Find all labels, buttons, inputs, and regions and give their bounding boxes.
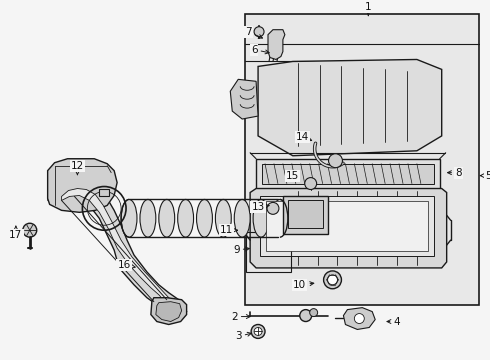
Circle shape — [267, 202, 279, 214]
Polygon shape — [62, 189, 179, 312]
Ellipse shape — [196, 199, 213, 237]
Text: 12: 12 — [71, 161, 84, 175]
Polygon shape — [48, 184, 187, 318]
Polygon shape — [258, 59, 441, 156]
Text: 17: 17 — [9, 226, 23, 240]
Bar — [288, 201, 322, 228]
Ellipse shape — [272, 199, 288, 237]
Polygon shape — [156, 302, 182, 321]
Bar — [99, 189, 109, 197]
Text: 13: 13 — [251, 202, 269, 212]
Ellipse shape — [159, 199, 175, 237]
Circle shape — [329, 154, 343, 168]
Polygon shape — [343, 308, 375, 329]
Bar — [256, 159, 440, 189]
Ellipse shape — [253, 199, 269, 237]
Ellipse shape — [121, 199, 137, 237]
Text: 4: 4 — [387, 316, 400, 327]
Text: 8: 8 — [447, 168, 462, 177]
Polygon shape — [268, 30, 285, 59]
Bar — [246, 232, 291, 272]
Bar — [262, 164, 434, 184]
Circle shape — [310, 309, 318, 316]
Text: 10: 10 — [293, 280, 314, 290]
Text: 7: 7 — [245, 27, 263, 38]
Circle shape — [327, 275, 338, 285]
Text: 5: 5 — [480, 171, 490, 181]
Text: 11: 11 — [220, 225, 237, 235]
Ellipse shape — [216, 199, 231, 237]
Text: 2: 2 — [231, 311, 250, 321]
Text: 3: 3 — [235, 332, 251, 341]
Text: 6: 6 — [251, 45, 269, 55]
Polygon shape — [230, 79, 258, 119]
Circle shape — [305, 177, 317, 189]
Circle shape — [300, 310, 312, 321]
Ellipse shape — [140, 199, 156, 237]
Polygon shape — [48, 159, 117, 212]
Circle shape — [323, 271, 342, 289]
Circle shape — [254, 328, 262, 336]
Text: 15: 15 — [286, 171, 299, 181]
Ellipse shape — [178, 199, 194, 237]
Ellipse shape — [234, 199, 250, 237]
Circle shape — [354, 314, 364, 324]
Polygon shape — [250, 189, 447, 268]
Circle shape — [23, 223, 37, 237]
Bar — [266, 201, 428, 251]
Bar — [283, 197, 327, 234]
Circle shape — [254, 27, 264, 37]
Bar — [260, 197, 434, 256]
Text: 1: 1 — [365, 2, 371, 16]
Text: 16: 16 — [118, 260, 135, 270]
Bar — [245, 14, 479, 305]
Text: 14: 14 — [296, 132, 312, 142]
Circle shape — [251, 324, 265, 338]
Text: 9: 9 — [233, 245, 249, 255]
Polygon shape — [151, 298, 187, 324]
